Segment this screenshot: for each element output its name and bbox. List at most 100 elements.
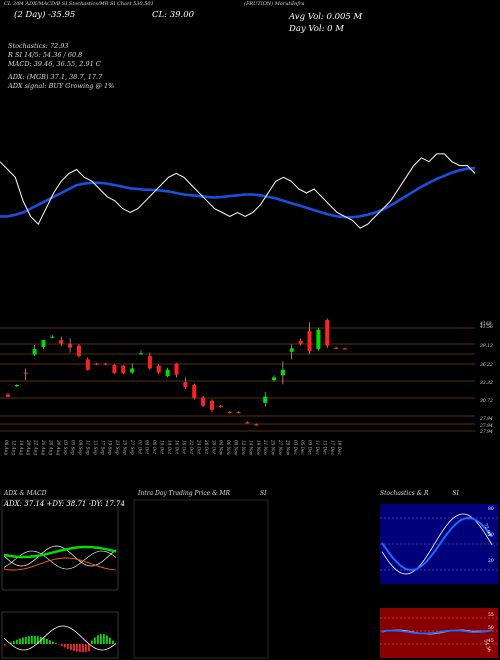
date-tick-label: 16 Oct xyxy=(174,440,179,454)
candle-body xyxy=(50,336,55,338)
date-tick-label: 27 Sep xyxy=(130,439,135,455)
date-tick-label: 21 Nov xyxy=(263,439,268,456)
candle-body xyxy=(280,369,285,376)
macd-bar xyxy=(22,637,24,644)
rsi-avg-line xyxy=(381,629,493,635)
macd-bar xyxy=(46,638,48,644)
rsi-axis-label: 50 xyxy=(488,625,494,631)
date-tick-label: 10 Oct xyxy=(159,440,164,454)
date-tick-label: 23 Sep xyxy=(115,439,120,455)
date-tick-label: 11 Dec xyxy=(315,440,320,455)
date-tick-label: 09 Sep xyxy=(78,440,83,455)
adx-panel xyxy=(1,499,119,591)
date-tick-label: 12 Aug xyxy=(11,440,16,455)
macd-bar xyxy=(106,635,108,644)
macd-bar xyxy=(43,637,45,644)
macd-bar xyxy=(79,644,81,652)
stoch-axis-label: 80 xyxy=(488,506,494,512)
date-tick-label: 13 Sep xyxy=(93,440,98,455)
candle-body xyxy=(41,340,46,347)
candle-body xyxy=(307,331,312,352)
candle-body xyxy=(76,345,81,356)
candle-body xyxy=(201,397,206,406)
date-tick-label: 05 Sep xyxy=(71,440,76,455)
date-tick-label: 14 Oct xyxy=(167,440,172,454)
date-tick-label: 11 Sep xyxy=(85,440,90,455)
macd-bar xyxy=(52,641,54,644)
macd-bar xyxy=(31,636,33,644)
price-axis-label: 33.32 xyxy=(480,380,493,386)
macd-bar xyxy=(16,639,18,644)
date-tick-label: 13 Dec xyxy=(322,440,327,455)
candle-body xyxy=(227,411,232,414)
close-price: CL: 39.00 xyxy=(152,10,195,20)
macd-bar xyxy=(82,644,84,652)
macd-bar xyxy=(34,636,36,644)
macd-readout: MACD: 39.46, 36.55, 2.91 C xyxy=(8,60,101,68)
candle-body xyxy=(325,320,330,346)
daily-change: (2 Day) -35.95 xyxy=(14,10,76,20)
price-guides xyxy=(0,327,475,432)
candle-body xyxy=(103,363,108,365)
macd-bar xyxy=(94,637,96,644)
date-tick-label: 27 Nov xyxy=(278,439,283,456)
intraday-title-suffix: SI xyxy=(259,490,267,497)
date-tick-label: 08 Aug xyxy=(4,440,9,455)
adx-values-text: ADX: 37.14 +DY: 38.71 -DY: 17.74 xyxy=(4,500,125,508)
stoch-d-line xyxy=(381,516,493,572)
price-axis-label: 36.22 xyxy=(480,362,493,368)
macd-bar xyxy=(67,644,69,649)
date-tick-label: 30 Oct xyxy=(211,440,216,454)
macd-bar xyxy=(19,638,21,644)
candle-body xyxy=(343,348,347,350)
date-tick-label: 12 Nov xyxy=(241,440,246,456)
date-tick-label: 09 Dec xyxy=(308,440,313,455)
candle-body xyxy=(68,343,73,348)
adx-orange-line xyxy=(3,557,117,571)
header-left-tags: CL 3/84 ADX/MACD/B SI,Stochastics/MR SI … xyxy=(4,1,154,7)
macd-histogram xyxy=(3,625,117,652)
date-tick-label: 05 Dec xyxy=(300,440,305,455)
stoch-title-text: Stochastics & R xyxy=(380,490,429,497)
candle-body xyxy=(6,394,10,397)
date-tick-label: 29 Nov xyxy=(285,439,290,456)
price-axis-label: 27.94 xyxy=(479,416,493,422)
ma-polyline xyxy=(0,166,476,219)
macd-panel xyxy=(1,611,119,659)
price-overlay-line xyxy=(0,153,476,229)
macd-bar xyxy=(88,644,90,652)
stochastics-lines: 80 50 20 72.93 xyxy=(380,506,498,575)
rsi-value-label: 54.36 xyxy=(482,639,492,653)
macd-bar xyxy=(97,635,99,644)
price-axis-label: 39.12 xyxy=(480,343,493,349)
macd-bar xyxy=(10,642,12,644)
date-tick-label: 08 Oct xyxy=(152,440,157,454)
date-tick-label: 22 Aug xyxy=(34,439,39,455)
macd-bar xyxy=(13,641,15,644)
candle-body xyxy=(85,359,90,370)
macd-bar xyxy=(76,644,78,652)
adx-panel-title: ADX & MACD xyxy=(4,490,47,497)
macd-bar xyxy=(70,644,72,650)
candle-body xyxy=(112,364,117,374)
day-volume: Day Vol: 0 M xyxy=(289,24,344,34)
rsi-axis-label: 55 xyxy=(488,612,494,618)
price-axis: 416941.5639.1236.2233.3230.7227.9427.942… xyxy=(479,321,493,435)
moving-average-line xyxy=(0,166,476,219)
candle-body xyxy=(316,329,321,350)
price-polyline xyxy=(0,153,476,229)
date-axis: 08 Aug 12 Aug 14 Aug 20 Aug 22 Aug 26 Aug 28 A… xyxy=(4,439,342,456)
adx-lines xyxy=(3,545,117,571)
intraday-panel-title: Intra Day Trading Price & MR SI xyxy=(138,490,266,497)
candle-body xyxy=(14,384,19,387)
macd-bar xyxy=(37,636,39,644)
macd-bar xyxy=(73,644,75,651)
stochastics-readout: Stochastics: 72.93 xyxy=(8,42,69,50)
macd-signal-line xyxy=(3,625,117,651)
candle-body xyxy=(209,400,214,410)
candle-body xyxy=(254,424,259,426)
macd-bar xyxy=(112,640,114,644)
date-tick-label: 19 Nov xyxy=(256,440,261,456)
date-tick-label: 19 Dec xyxy=(337,440,342,455)
